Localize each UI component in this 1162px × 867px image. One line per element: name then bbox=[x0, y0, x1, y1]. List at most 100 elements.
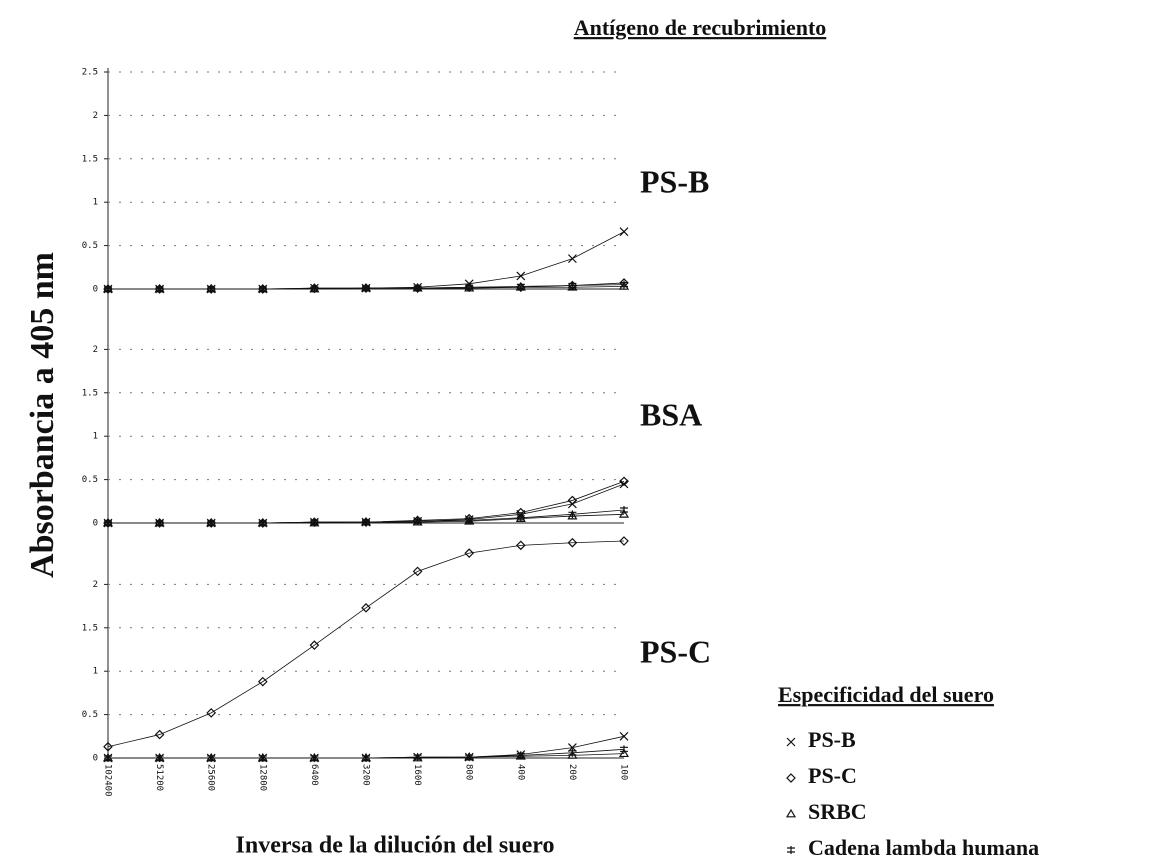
data-point bbox=[465, 516, 474, 525]
x-tick-label: 100 bbox=[619, 764, 629, 780]
data-point bbox=[516, 271, 526, 281]
data-point bbox=[103, 741, 113, 752]
data-point bbox=[568, 748, 577, 757]
data-point bbox=[465, 283, 474, 292]
legend-label: Cadena lambda humana bbox=[808, 835, 1039, 860]
data-point bbox=[619, 476, 629, 487]
panel-title: PS-B bbox=[640, 163, 709, 199]
data-point bbox=[567, 510, 578, 520]
data-point bbox=[206, 708, 217, 718]
data-point bbox=[207, 285, 216, 293]
data-point bbox=[362, 754, 370, 762]
y-tick-label: 2 bbox=[93, 345, 98, 355]
data-point bbox=[516, 751, 525, 760]
data-point bbox=[567, 495, 578, 506]
data-point bbox=[618, 509, 630, 518]
y-tick-label: 1.5 bbox=[82, 623, 98, 633]
data-point bbox=[618, 748, 630, 758]
y-tick-label: 1.5 bbox=[82, 388, 98, 398]
panel-title: BSA bbox=[640, 396, 702, 432]
data-point bbox=[258, 285, 267, 293]
data-point bbox=[155, 285, 164, 293]
series-line bbox=[108, 231, 625, 290]
x-tick-label: 400 bbox=[515, 764, 525, 780]
data-point bbox=[620, 745, 628, 754]
data-point bbox=[154, 729, 165, 740]
data-point bbox=[362, 518, 370, 527]
data-point bbox=[567, 537, 578, 548]
y-tick-label: 0.5 bbox=[82, 710, 98, 720]
data-point bbox=[465, 753, 474, 762]
data-point bbox=[413, 753, 422, 762]
data-point bbox=[568, 510, 577, 519]
x-tick-label: 3200 bbox=[361, 764, 371, 786]
data-point bbox=[568, 281, 577, 290]
x-tick-label: 51200 bbox=[154, 764, 164, 791]
y-tick-label: 1 bbox=[93, 198, 98, 208]
data-point bbox=[413, 517, 422, 526]
x-tick-label: 200 bbox=[567, 764, 577, 780]
data-point bbox=[567, 254, 577, 264]
series-line bbox=[108, 480, 625, 524]
figure-title: Antígeno de recubrimiento bbox=[574, 15, 827, 40]
legend-marker bbox=[787, 846, 795, 854]
data-point bbox=[567, 282, 578, 291]
data-point bbox=[257, 676, 268, 687]
y-tick-label: 1 bbox=[93, 432, 98, 442]
x-tick-label: 6400 bbox=[309, 764, 319, 786]
y-tick-label: 0 bbox=[93, 519, 98, 529]
data-point bbox=[258, 754, 267, 762]
data-point bbox=[619, 731, 629, 741]
data-point bbox=[310, 518, 319, 527]
legend-label: PS-C bbox=[808, 763, 857, 788]
y-tick-label: 0.5 bbox=[82, 241, 98, 251]
data-point bbox=[104, 754, 112, 762]
data-point bbox=[516, 282, 525, 291]
y-tick-label: 0 bbox=[93, 754, 98, 764]
data-point bbox=[155, 754, 164, 762]
data-point bbox=[310, 754, 319, 762]
y-tick-label: 2.5 bbox=[82, 68, 98, 78]
y-tick-label: 1.5 bbox=[82, 154, 98, 164]
y-tick-label: 0 bbox=[93, 285, 98, 295]
y-tick-label: 2 bbox=[93, 111, 98, 121]
data-point bbox=[619, 479, 629, 489]
legend-label: PS-B bbox=[808, 727, 856, 752]
y-tick-label: 2 bbox=[93, 580, 98, 590]
data-point bbox=[207, 519, 216, 527]
legend-marker bbox=[786, 737, 796, 747]
series-line bbox=[107, 540, 625, 748]
data-point bbox=[310, 285, 319, 293]
data-point bbox=[362, 284, 370, 293]
data-point bbox=[413, 284, 422, 293]
data-point bbox=[104, 285, 112, 293]
legend-label: SRBC bbox=[808, 799, 867, 824]
x-tick-label: 800 bbox=[464, 764, 474, 780]
data-point bbox=[155, 519, 164, 527]
data-point bbox=[515, 282, 526, 293]
data-point bbox=[361, 602, 371, 613]
data-point bbox=[258, 519, 267, 527]
x-tick-label: 1600 bbox=[412, 764, 422, 786]
data-point bbox=[618, 281, 630, 290]
panel-title: PS-C bbox=[640, 633, 711, 669]
data-point bbox=[620, 280, 628, 289]
data-point bbox=[309, 640, 320, 651]
y-tick-label: 0.5 bbox=[82, 475, 98, 485]
legend-title: Especificidad del suero bbox=[778, 682, 994, 707]
data-point bbox=[515, 540, 526, 551]
x-tick-label: 102400 bbox=[103, 764, 113, 797]
y-axis-label: Absorbancia a 405 nm bbox=[24, 252, 61, 578]
data-point bbox=[619, 536, 629, 546]
x-axis-label: Inversa de la dilución del suero bbox=[236, 833, 555, 859]
data-point bbox=[620, 505, 628, 514]
x-tick-label: 25600 bbox=[206, 764, 216, 791]
data-point bbox=[207, 754, 216, 762]
legend-marker bbox=[785, 808, 797, 818]
y-tick-label: 1 bbox=[93, 667, 98, 677]
legend-marker bbox=[786, 773, 796, 783]
data-point bbox=[104, 519, 112, 527]
data-point bbox=[412, 566, 423, 577]
data-point bbox=[464, 548, 475, 559]
